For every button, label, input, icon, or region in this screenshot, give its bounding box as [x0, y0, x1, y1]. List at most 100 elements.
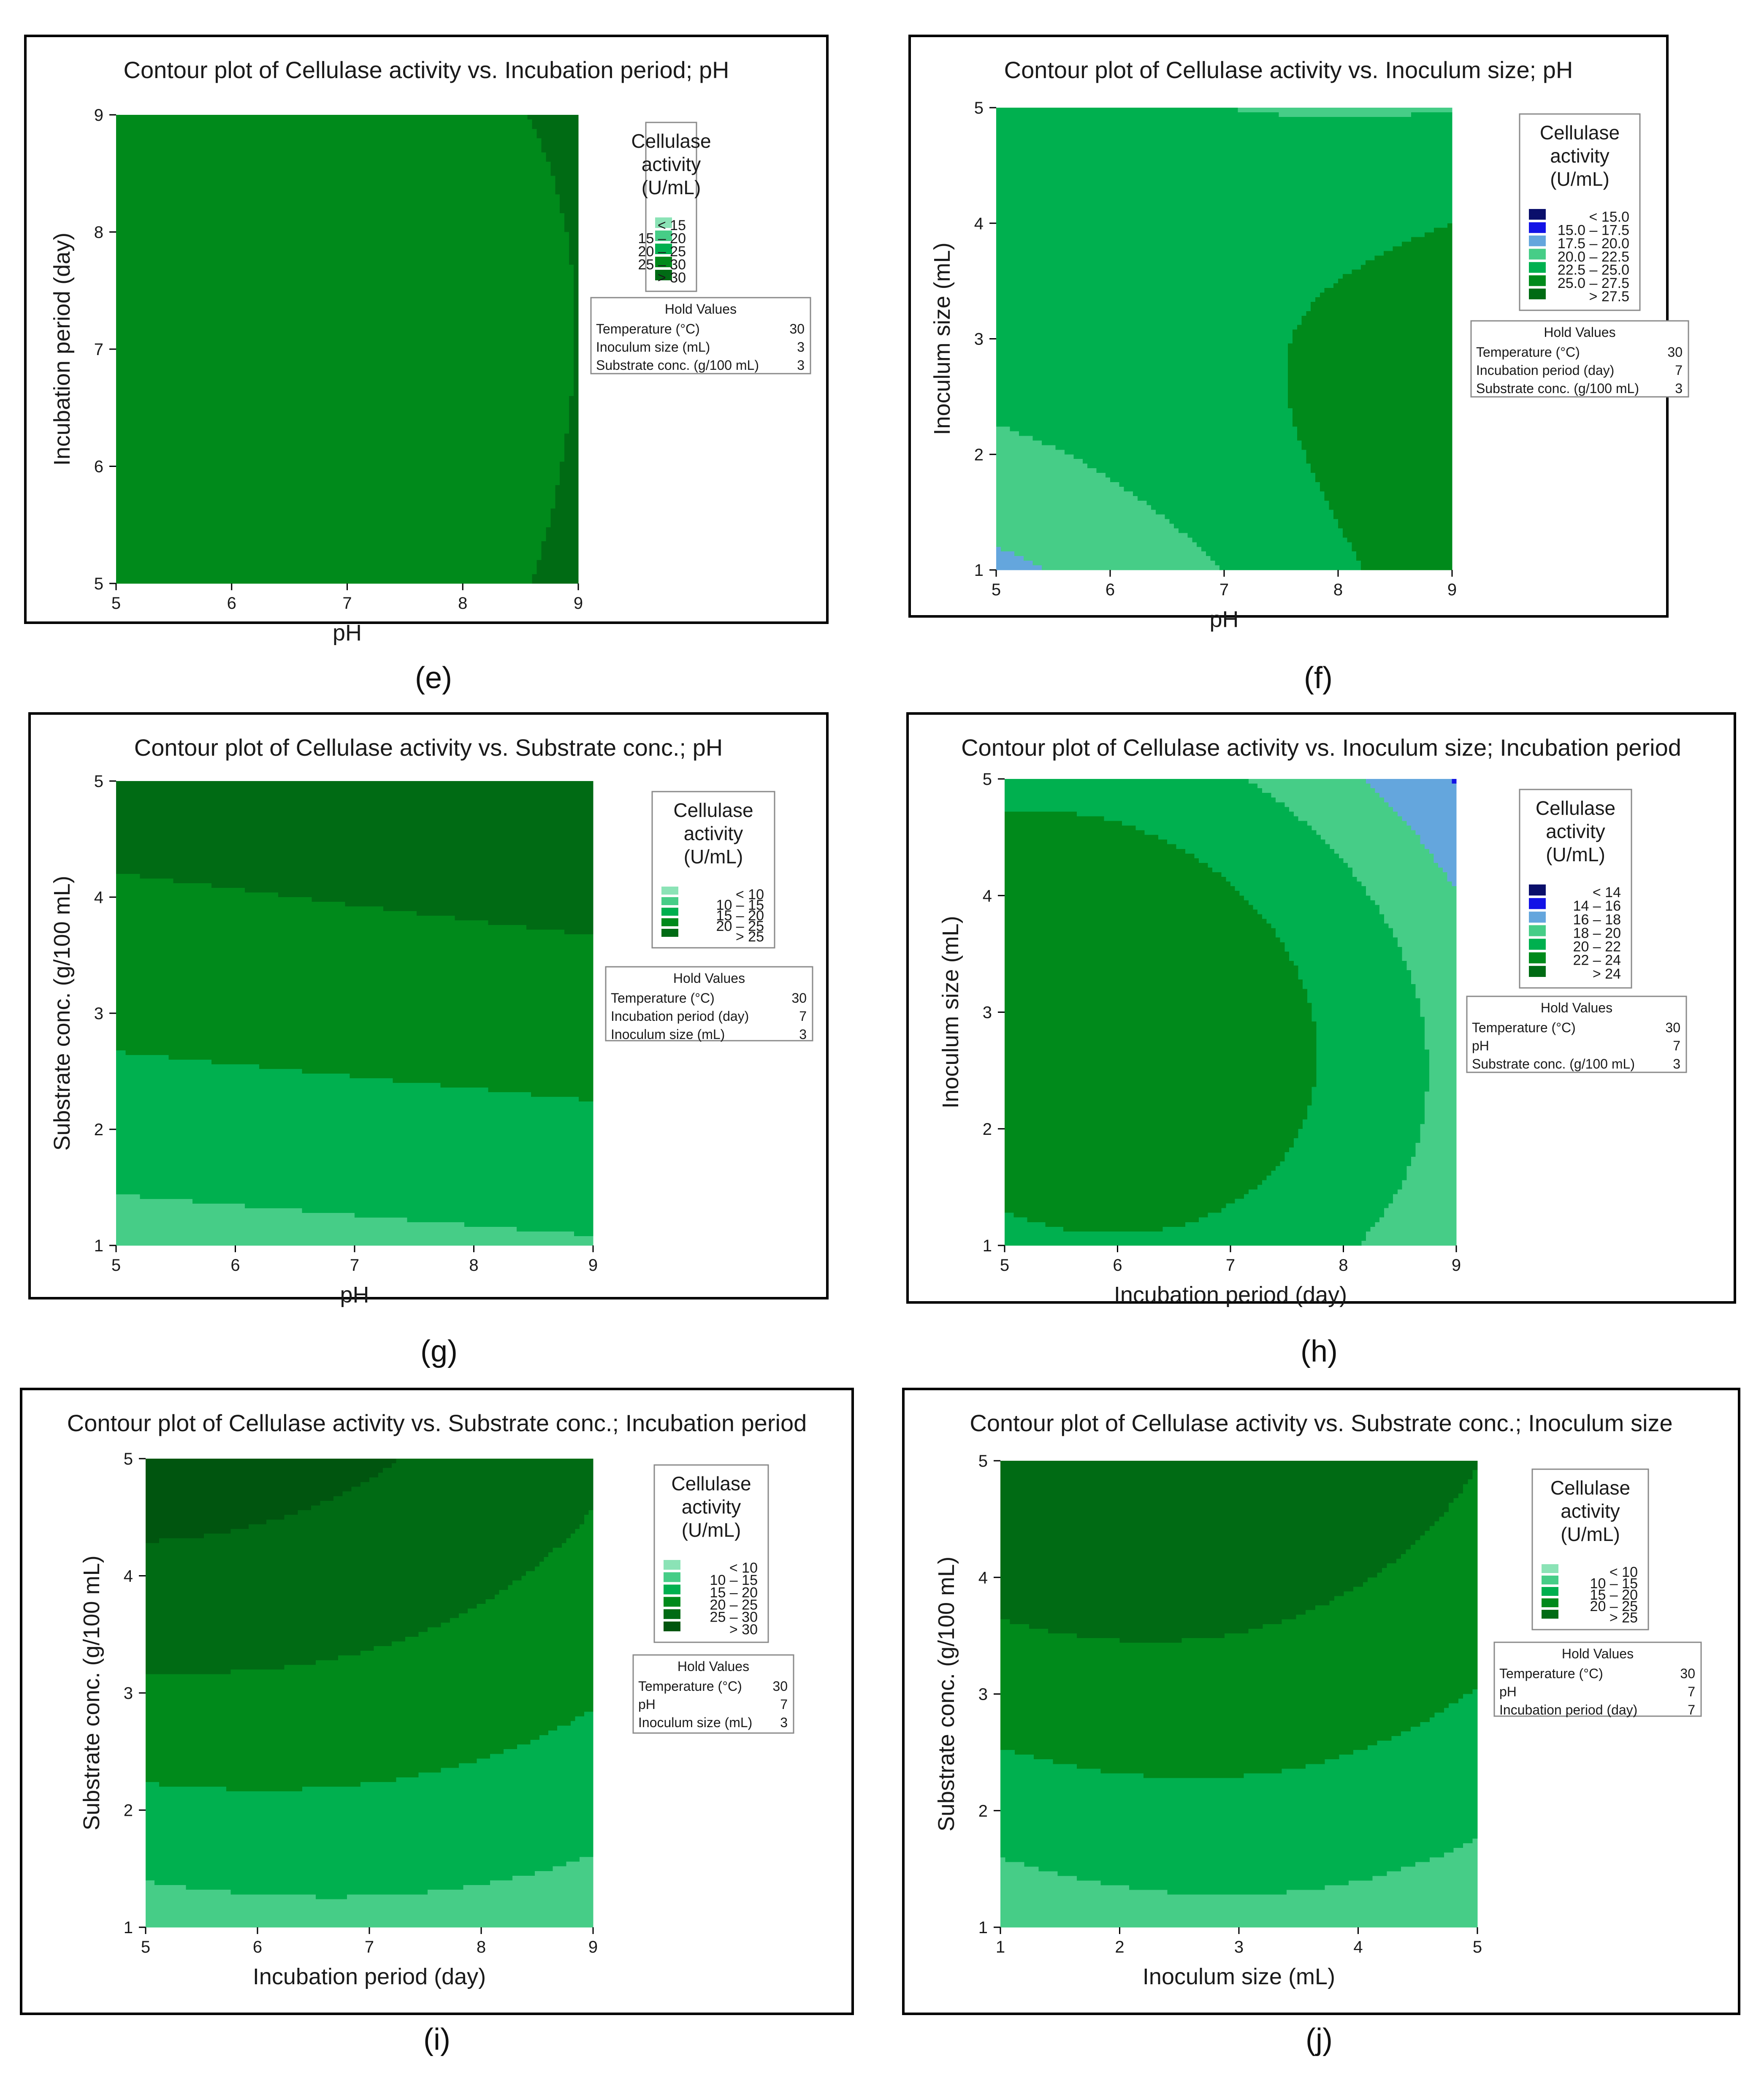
y-tick-label: 4 [983, 887, 992, 905]
y-tick-label: 2 [974, 445, 984, 464]
x-tick-label: 1 [996, 1938, 1005, 1956]
panel-g: Contour plot of Cellulase activity vs. S… [30, 713, 827, 1368]
panel-i: Contour plot of Cellulase activity vs. S… [21, 1389, 853, 2056]
y-tick-label: 2 [124, 1801, 133, 1820]
y-tick-label: 7 [94, 340, 103, 359]
legend-title: activity [684, 822, 743, 844]
x-tick-label: 7 [342, 594, 352, 613]
x-tick-label: 9 [588, 1256, 598, 1275]
legend-title: (U/mL) [1546, 844, 1605, 865]
hold-value-name: Incubation period (day) [611, 1009, 749, 1024]
y-axis-label: Inoculum size (mL) [929, 242, 955, 435]
legend-swatch [661, 918, 678, 926]
contour-fill [116, 115, 579, 584]
x-tick-label: 8 [1339, 1256, 1348, 1275]
legend-swatch [664, 1560, 680, 1570]
y-tick-label: 4 [974, 214, 984, 233]
legend-swatch [664, 1572, 680, 1582]
y-axis-label: Substrate conc. (g/100 mL) [49, 876, 75, 1150]
panel-f: Contour plot of Cellulase activity vs. I… [910, 36, 1688, 695]
legend-title: (U/mL) [1550, 168, 1610, 190]
hold-value-number: 3 [797, 358, 805, 373]
legend-swatch [664, 1609, 680, 1619]
panel-h: Contour plot of Cellulase activity vs. I… [908, 713, 1735, 1368]
y-tick-label: 1 [983, 1237, 992, 1255]
y-tick-label: 1 [978, 1918, 988, 1937]
hold-value-number: 3 [1675, 381, 1683, 396]
chart-title: Contour plot of Cellulase activity vs. I… [124, 57, 729, 83]
legend-swatch [661, 908, 678, 916]
x-axis-label: pH [340, 1282, 369, 1307]
hold-value-name: Substrate conc. (g/100 mL) [1472, 1056, 1635, 1071]
legend-title: (U/mL) [642, 176, 701, 198]
legend-swatch [1529, 884, 1546, 895]
x-tick-label: 8 [1333, 580, 1343, 599]
hold-value-name: Temperature (°C) [1472, 1020, 1576, 1035]
chart-title: Contour plot of Cellulase activity vs. I… [1004, 57, 1573, 83]
x-tick-label: 7 [350, 1256, 359, 1275]
x-axis-label: pH [1209, 607, 1238, 632]
hold-value-name: Substrate conc. (g/100 mL) [1476, 381, 1639, 396]
hold-value-number: 3 [780, 1715, 788, 1730]
y-tick-label: 5 [983, 770, 992, 789]
legend-range-label: > 24 [1593, 966, 1621, 982]
y-tick-label: 2 [94, 1120, 103, 1139]
panel-caption: (e) [415, 661, 452, 695]
contour-fill [116, 781, 593, 1246]
y-tick-label: 4 [94, 888, 103, 907]
hold-value-number: 30 [1680, 1666, 1695, 1681]
legend-swatch [1542, 1598, 1558, 1607]
chart-title: Contour plot of Cellulase activity vs. I… [961, 734, 1681, 761]
legend-swatch [1542, 1564, 1558, 1573]
legend-title: activity [1550, 145, 1610, 167]
y-tick-label: 6 [94, 458, 103, 476]
x-tick-label: 6 [227, 594, 236, 613]
legend-title: Cellulase [1536, 797, 1615, 819]
y-tick-label: 5 [94, 772, 103, 791]
hold-value-name: Inoculum size (mL) [596, 339, 710, 355]
x-tick-label: 5 [111, 594, 121, 613]
x-tick-label: 9 [1447, 580, 1457, 599]
contour-fill [146, 1459, 593, 1928]
hold-values-title: Hold Values [677, 1659, 749, 1674]
y-axis-label: Incubation period (day) [49, 233, 75, 466]
x-tick-label: 6 [230, 1256, 240, 1275]
legend-swatch [1529, 952, 1546, 963]
hold-value-number: 7 [1688, 1684, 1695, 1699]
hold-values-title: Hold Values [665, 301, 737, 317]
legend-swatch [1529, 236, 1546, 246]
figure-canvas: Contour plot of Cellulase activity vs. I… [0, 0, 1764, 2086]
y-tick-label: 5 [124, 1450, 133, 1468]
hold-value-number: 7 [1673, 1038, 1680, 1053]
y-tick-label: 4 [124, 1567, 133, 1586]
hold-value-name: Temperature (°C) [638, 1679, 742, 1694]
legend-swatch [1529, 222, 1546, 233]
hold-value-number: 30 [772, 1679, 788, 1694]
legend-title: (U/mL) [684, 846, 743, 868]
hold-value-name: Temperature (°C) [1476, 345, 1580, 360]
hold-values-title: Hold Values [673, 971, 745, 986]
hold-value-number: 3 [1673, 1056, 1680, 1071]
y-tick-label: 2 [983, 1120, 992, 1139]
legend-title: activity [682, 1496, 741, 1518]
legend-swatch [661, 897, 678, 905]
y-axis-label: Substrate conc. (g/100 mL) [934, 1557, 959, 1831]
x-tick-label: 8 [458, 594, 467, 613]
y-tick-label: 5 [94, 575, 103, 593]
legend-title: activity [1561, 1500, 1620, 1522]
x-axis-label: Inoculum size (mL) [1143, 1964, 1335, 1989]
y-tick-label: 1 [94, 1237, 103, 1255]
legend-swatch [1529, 925, 1546, 936]
legend-range-label: > 27.5 [1589, 289, 1629, 305]
contour-fill [1000, 1461, 1478, 1928]
y-tick-label: 3 [974, 330, 984, 349]
panel-caption: (j) [1306, 2023, 1333, 2056]
x-axis-label: Incubation period (day) [1114, 1282, 1347, 1307]
hold-value-number: 7 [1688, 1702, 1695, 1717]
legend-title: Cellulase [673, 799, 753, 821]
x-tick-label: 5 [141, 1938, 150, 1956]
y-tick-label: 2 [978, 1802, 988, 1820]
x-tick-label: 5 [111, 1256, 121, 1275]
legend-swatch [661, 887, 678, 895]
panel-caption: (f) [1304, 661, 1333, 695]
